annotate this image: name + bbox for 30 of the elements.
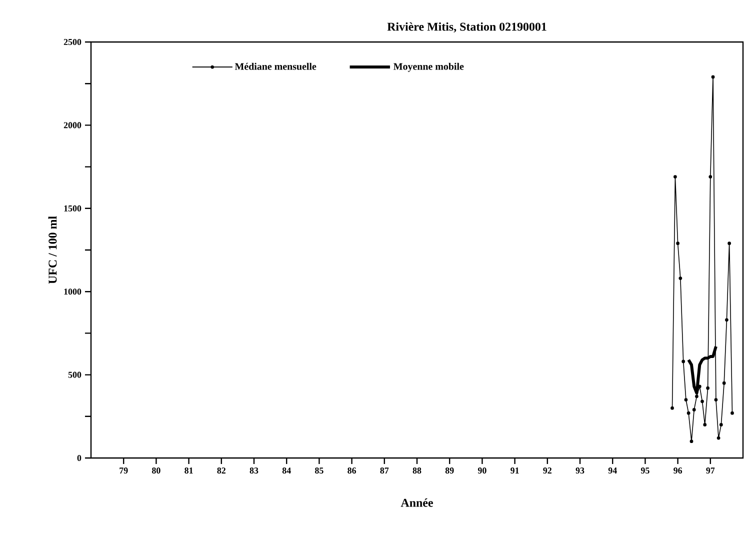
- y-tick-label: 2000: [64, 122, 82, 128]
- y-tick-label: 2500: [64, 38, 82, 46]
- x-tick-label: 90: [478, 468, 486, 474]
- x-tick-label: 83: [250, 468, 258, 474]
- x-tick-label: 89: [445, 468, 454, 474]
- x-tick-label: 81: [184, 468, 193, 474]
- x-tick-label: 88: [412, 468, 422, 474]
- x-tick-label: 87: [380, 468, 389, 474]
- x-tick-label: 86: [348, 468, 356, 474]
- x-tick-label: 82: [217, 468, 226, 474]
- x-tick-label: 94: [608, 468, 617, 474]
- x-axis-title: Année: [400, 498, 433, 507]
- chart-title: Rivière Mitis, Station 02190001: [387, 22, 546, 32]
- x-tick-label: 97: [706, 468, 715, 474]
- x-tick-label: 95: [640, 468, 650, 474]
- y-tick-label: 500: [68, 372, 82, 378]
- x-tick-label: 84: [282, 468, 291, 474]
- y-tick-label: 1500: [64, 205, 82, 212]
- legend-label: Médiane mensuelle: [234, 62, 316, 70]
- y-axis-title: UFC / 100 ml: [48, 216, 57, 284]
- x-tick-label: 92: [543, 468, 552, 474]
- y-tick-label: 1000: [64, 288, 82, 295]
- x-tick-label: 85: [315, 468, 324, 474]
- x-tick-label: 91: [510, 468, 519, 474]
- x-tick-label: 96: [674, 468, 682, 474]
- x-tick-label: 93: [576, 468, 584, 474]
- legend-label: Moyenne mobile: [394, 62, 464, 72]
- x-tick-label: 79: [120, 468, 128, 474]
- y-tick-label: 0: [77, 454, 82, 462]
- x-tick-label: 80: [152, 468, 160, 474]
